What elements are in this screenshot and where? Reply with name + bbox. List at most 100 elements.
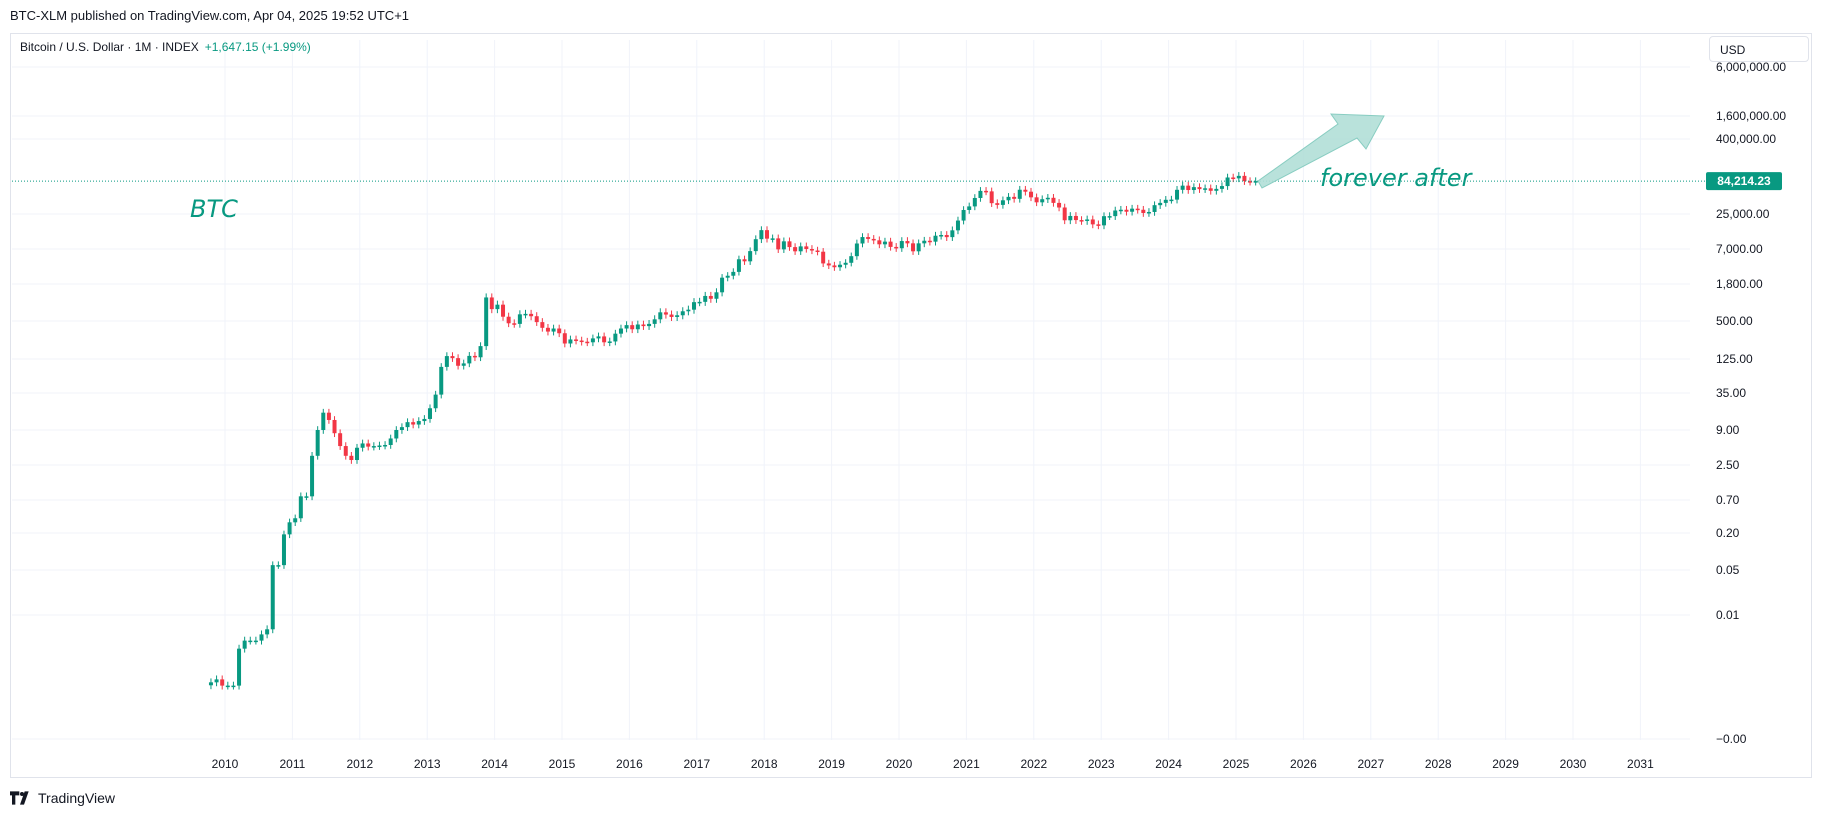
candle <box>405 418 410 431</box>
candle-body <box>1062 207 1067 221</box>
candle-body <box>916 243 921 252</box>
candle <box>332 416 337 438</box>
candle-body <box>1225 177 1230 187</box>
candle <box>489 293 494 314</box>
candle <box>1085 215 1090 225</box>
candle <box>871 235 876 245</box>
chart-frame <box>10 33 1812 778</box>
candle <box>911 239 916 255</box>
candle <box>714 288 719 303</box>
candle <box>736 255 741 276</box>
candle-body <box>1130 208 1135 212</box>
annotation-btc: BTC <box>190 195 238 223</box>
candle <box>770 234 775 243</box>
candle <box>265 625 270 639</box>
candle <box>843 259 848 269</box>
candle <box>478 342 483 362</box>
candle <box>349 451 354 464</box>
candle-body <box>652 319 657 324</box>
candle-body <box>944 234 949 238</box>
candle <box>647 320 652 330</box>
candle-body <box>635 324 640 330</box>
candle <box>602 332 607 347</box>
candle <box>916 239 921 255</box>
x-tick-label: 2016 <box>616 757 643 771</box>
candle <box>748 247 753 265</box>
candle <box>765 226 770 243</box>
candle-body <box>899 241 904 249</box>
candle-body <box>624 325 629 329</box>
candle-body <box>287 522 292 535</box>
candle-body <box>281 534 286 566</box>
candle <box>658 308 663 324</box>
candle-body <box>753 239 758 252</box>
candle-body <box>293 518 298 523</box>
x-tick-label: 2011 <box>279 757 305 771</box>
candle-body <box>562 333 567 344</box>
candle <box>860 233 865 248</box>
candle <box>298 492 303 522</box>
candle-body <box>882 241 887 245</box>
candle <box>1062 203 1067 225</box>
candle-body <box>725 275 730 278</box>
candle-body <box>242 640 247 649</box>
y-tick-label: −0.00 <box>1716 732 1747 746</box>
candle-body <box>501 304 506 317</box>
x-tick-label: 2013 <box>414 757 441 771</box>
candle <box>1208 184 1213 195</box>
candle <box>416 417 421 429</box>
candle <box>506 312 511 328</box>
candle-body <box>703 295 708 302</box>
candle <box>793 243 798 255</box>
candle-body <box>1079 220 1084 222</box>
candle <box>888 237 893 251</box>
candle <box>242 636 247 653</box>
candle <box>422 415 427 425</box>
candle-body <box>832 265 837 268</box>
x-tick-label: 2014 <box>481 757 508 771</box>
candle <box>967 202 972 214</box>
candle-body <box>529 313 534 317</box>
candle <box>989 187 994 207</box>
candle-body <box>1034 197 1039 203</box>
currency-button[interactable]: USD <box>1709 36 1809 62</box>
candle <box>905 237 910 248</box>
candle-body <box>1085 219 1090 221</box>
candle-body <box>826 263 831 266</box>
candle <box>259 630 264 645</box>
candle <box>955 216 960 235</box>
candle <box>798 242 803 255</box>
x-tick-label: 2021 <box>953 757 980 771</box>
candle-body <box>366 443 371 447</box>
candle <box>1163 196 1168 207</box>
candle-body <box>972 197 977 207</box>
x-tick-label: 2018 <box>751 757 778 771</box>
candle-body <box>383 444 388 447</box>
candle-body <box>1028 191 1033 198</box>
candle-body <box>765 230 770 239</box>
candle-body <box>1146 211 1151 214</box>
candle <box>428 404 433 423</box>
candle-body <box>1124 209 1129 212</box>
candle-body <box>461 363 466 366</box>
candle-body <box>237 648 242 686</box>
candle-body <box>338 433 343 447</box>
candle-body <box>736 259 741 272</box>
candle-body <box>691 302 696 310</box>
candle <box>1079 216 1084 225</box>
candle-body <box>809 249 814 251</box>
x-tick-label: 2022 <box>1020 757 1047 771</box>
candle <box>253 636 258 645</box>
candle <box>944 231 949 241</box>
x-tick-label: 2019 <box>818 757 845 771</box>
tradingview-logo[interactable]: TradingView <box>10 790 115 806</box>
candle-body <box>647 323 652 327</box>
candle <box>618 324 623 338</box>
candle <box>691 298 696 314</box>
candle-body <box>1175 189 1180 200</box>
candle <box>815 246 820 256</box>
candle-body <box>456 358 461 366</box>
candle-body <box>1197 187 1202 190</box>
candle <box>1191 183 1196 194</box>
